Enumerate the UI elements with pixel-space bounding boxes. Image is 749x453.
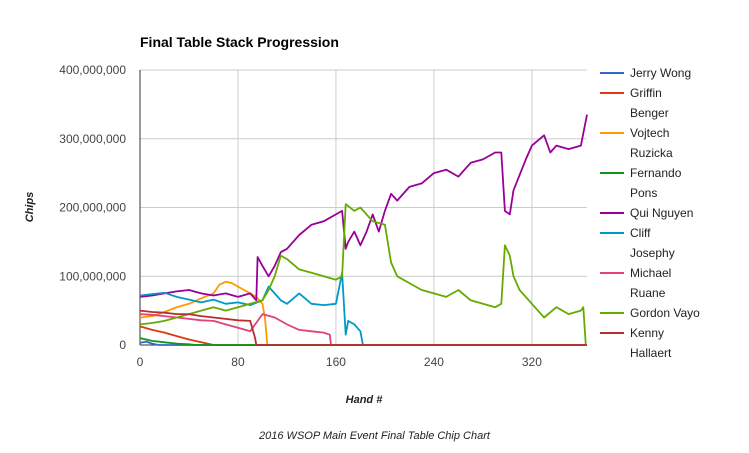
y-tick-label: 400,000,000 <box>59 63 126 77</box>
chart-caption: 2016 WSOP Main Event Final Table Chip Ch… <box>259 430 490 442</box>
legend-label-qui-nguyen: Qui Nguyen <box>630 206 693 220</box>
chart-title: Final Table Stack Progression <box>140 34 339 50</box>
series-line-kenny-hallaert <box>139 309 587 346</box>
line-chart: Final Table Stack Progression 0 100,000,00… <box>24 34 700 406</box>
legend-label-kenny-hallaert: Hallaert <box>630 346 672 360</box>
y-axis-label: Chips <box>24 192 36 223</box>
legend-label-griffin-benger: Griffin <box>630 86 662 100</box>
x-tick-label: 240 <box>424 355 444 369</box>
y-tick-label: 300,000,000 <box>59 132 126 146</box>
series-line-qui-nguyen <box>139 114 588 302</box>
series-line-michael-ruane <box>139 313 587 346</box>
series-line-cliff-josephy <box>139 271 587 346</box>
series-line-griffin-benger <box>139 325 587 346</box>
legend-label-gordon-vayo: Gordon Vayo <box>630 306 700 320</box>
series-line-vojtech-ruzicka <box>139 280 587 346</box>
legend-label-jerry-wong: Jerry Wong <box>630 66 691 80</box>
y-tick-label: 200,000,000 <box>59 201 126 215</box>
y-tick-label: 100,000,000 <box>59 269 126 283</box>
legend-label-michael-ruane: Michael <box>630 266 671 280</box>
legend-label-michael-ruane: Ruane <box>630 286 666 300</box>
legend-label-griffin-benger: Benger <box>630 106 669 120</box>
legend-label-vojtech-ruzicka: Vojtech <box>630 126 669 140</box>
series-line-gordon-vayo <box>139 203 587 346</box>
x-tick-label: 160 <box>326 355 346 369</box>
legend-label-vojtech-ruzicka: Ruzicka <box>630 146 673 160</box>
series-line-fernando-pons <box>139 337 587 346</box>
x-tick-label: 0 <box>137 355 144 369</box>
chart-container: Final Table Stack Progression 0 100,000,00… <box>24 34 700 406</box>
x-axis-label: Hand # <box>346 394 384 406</box>
legend-label-fernando-pons: Fernando <box>630 166 682 180</box>
x-tick-label: 320 <box>522 355 542 369</box>
y-tick-label: 0 <box>119 338 126 352</box>
x-tick-label: 80 <box>231 355 245 369</box>
legend-label-cliff-josephy: Josephy <box>630 246 675 260</box>
legend-label-kenny-hallaert: Kenny <box>630 326 664 340</box>
legend-label-cliff-josephy: Cliff <box>630 226 651 240</box>
legend-label-fernando-pons: Pons <box>630 186 657 200</box>
